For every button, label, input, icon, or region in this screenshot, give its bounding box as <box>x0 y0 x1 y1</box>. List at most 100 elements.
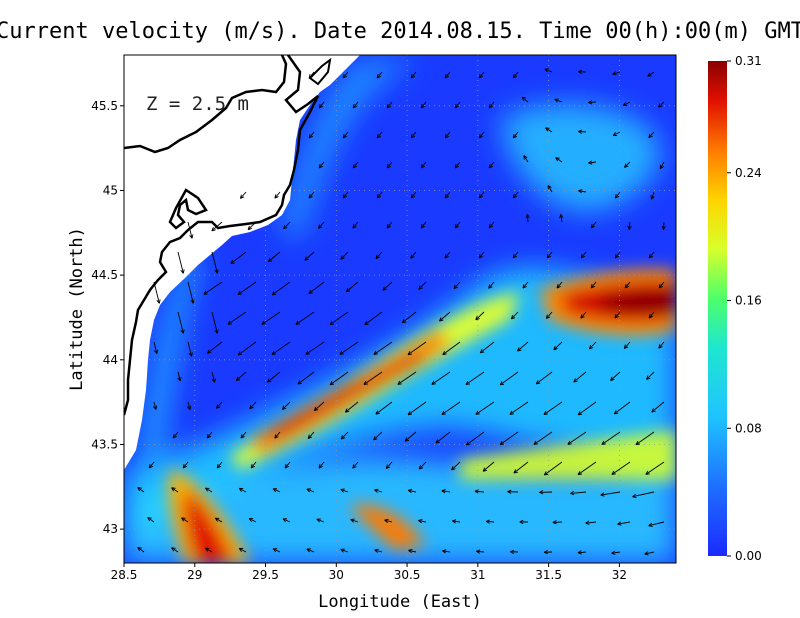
velocity-arrow-head <box>578 69 583 74</box>
velocity-arrow-head <box>573 378 578 383</box>
velocity-arrow <box>410 131 417 139</box>
velocity-arrow-head <box>374 488 379 493</box>
velocity-arrow-head <box>627 225 632 230</box>
velocity-arrow-head <box>410 194 415 199</box>
velocity-arrow-head <box>577 550 582 555</box>
velocity-arrow <box>410 191 417 199</box>
velocity-arrow-head <box>376 134 381 139</box>
velocity-arrows <box>137 68 666 556</box>
velocity-arrow <box>577 461 597 476</box>
velocity-arrow-head <box>352 104 357 109</box>
velocity-arrow <box>512 71 519 79</box>
velocity-arrow <box>137 547 145 553</box>
velocity-arrow-head <box>237 290 242 296</box>
y-tick-label: 43.5 <box>91 437 118 451</box>
velocity-arrow <box>452 520 461 523</box>
velocity-arrow <box>235 371 247 381</box>
velocity-arrow <box>451 461 461 471</box>
velocity-arrow <box>187 341 193 357</box>
velocity-arrow-head <box>410 254 415 259</box>
velocity-arrow-head <box>385 464 391 469</box>
velocity-arrow <box>614 191 621 199</box>
velocity-arrow <box>364 311 383 326</box>
velocity-arrow <box>274 191 281 199</box>
velocity-arrow <box>600 491 621 496</box>
velocity-arrow <box>376 191 383 199</box>
velocity-arrow <box>137 487 145 493</box>
x-tick-label: 29.5 <box>252 568 279 582</box>
velocity-arrow-head <box>658 344 663 349</box>
velocity-arrow <box>187 281 194 304</box>
velocity-arrow <box>488 101 495 109</box>
velocity-arrow-head <box>407 488 413 494</box>
velocity-arrow-head <box>352 164 357 169</box>
velocity-arrow-head <box>238 487 244 492</box>
velocity-arrow <box>318 221 325 229</box>
velocity-arrow <box>181 517 189 523</box>
y-tick-label: 44 <box>103 353 118 367</box>
velocity-arrow <box>610 371 621 381</box>
velocity-arrow-head <box>282 518 287 523</box>
velocity-arrow <box>153 281 160 304</box>
velocity-arrow <box>408 489 417 493</box>
velocity-arrow-head <box>535 380 541 385</box>
velocity-arrow-head <box>295 320 300 325</box>
velocity-arrow <box>408 549 417 553</box>
velocity-arrow <box>407 401 427 416</box>
velocity-arrow <box>478 191 485 199</box>
velocity-arrow <box>375 251 383 259</box>
velocity-arrow-head <box>525 214 530 219</box>
velocity-arrow-head <box>512 134 517 139</box>
velocity-arrow <box>211 221 223 232</box>
velocity-arrow-head <box>148 464 153 469</box>
velocity-arrow-head <box>580 254 585 259</box>
velocity-arrow <box>240 191 247 199</box>
velocity-arrow-head <box>441 410 446 415</box>
velocity-arrow <box>647 71 655 77</box>
velocity-arrow <box>216 401 223 409</box>
velocity-arrow-head <box>442 549 447 554</box>
velocity-arrow <box>376 131 383 139</box>
velocity-arrow-head <box>216 464 221 469</box>
velocity-arrow-head <box>610 376 615 381</box>
velocity-arrow-head <box>611 550 616 555</box>
velocity-arrow <box>248 518 257 523</box>
velocity-arrow-head <box>543 471 549 476</box>
velocity-arrow-head <box>375 410 380 415</box>
velocity-arrow <box>658 101 665 108</box>
velocity-arrow <box>418 520 427 523</box>
velocity-arrow <box>431 371 451 385</box>
velocity-arrow <box>342 191 349 199</box>
velocity-arrow-head <box>308 194 313 199</box>
velocity-arrow <box>624 161 631 168</box>
velocity-arrow <box>442 341 461 356</box>
velocity-arrow-head <box>559 214 564 219</box>
velocity-arrow-head <box>266 378 272 383</box>
velocity-arrow <box>554 98 563 103</box>
velocity-arrow <box>230 251 247 264</box>
velocity-arrow <box>648 251 655 259</box>
velocity-arrow-head <box>211 378 216 383</box>
velocity-arrow-head <box>648 133 653 139</box>
velocity-arrow-head <box>214 329 219 334</box>
velocity-arrow <box>499 431 519 446</box>
colorbar-gradient <box>708 61 727 556</box>
velocity-arrow <box>454 221 461 229</box>
velocity-arrow <box>546 251 553 259</box>
velocity-arrow-head <box>345 287 351 293</box>
velocity-arrow-head <box>552 520 557 525</box>
velocity-arrow-head <box>397 380 402 385</box>
velocity-arrow-head <box>614 194 620 199</box>
velocity-arrow-head <box>187 405 192 411</box>
velocity-arrow-head <box>271 291 277 296</box>
velocity-arrow-head <box>317 224 323 229</box>
velocity-arrow-head <box>441 489 446 494</box>
velocity-arrow <box>544 68 553 73</box>
velocity-arrow <box>386 221 393 229</box>
velocity-arrow-head <box>235 376 241 382</box>
velocity-arrow <box>177 311 184 334</box>
velocity-arrow <box>363 371 383 385</box>
velocity-arrow <box>624 281 631 289</box>
velocity-arrow-head <box>313 406 319 412</box>
velocity-arrow <box>382 281 393 291</box>
